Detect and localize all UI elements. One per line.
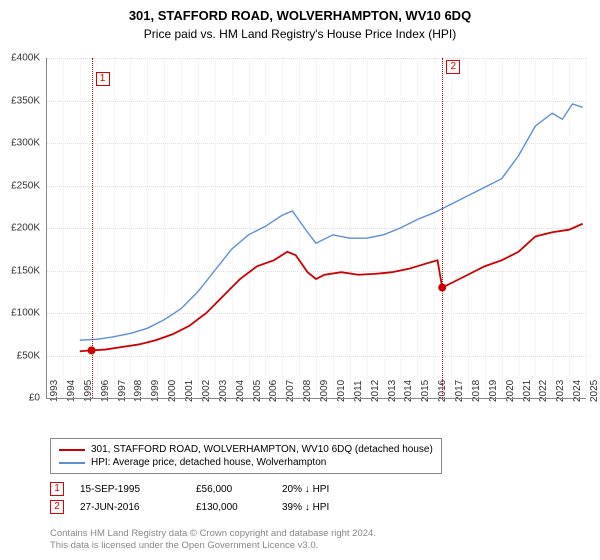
sale-price: £56,000 [196, 484, 266, 495]
event-line-2 [442, 58, 443, 398]
footer-attribution: Contains HM Land Registry data © Crown c… [50, 528, 376, 553]
sale-row-box: 2 [50, 500, 64, 514]
sale-row: 2 27-JUN-2016 £130,000 39% ↓ HPI [50, 498, 372, 516]
y-axis-label: £50K [0, 350, 40, 361]
legend-row: 301, STAFFORD ROAD, WOLVERHAMPTON, WV10 … [59, 443, 433, 456]
y-axis-label: £300K [0, 138, 40, 149]
chart-container: 301, STAFFORD ROAD, WOLVERHAMPTON, WV10 … [0, 0, 600, 560]
series-line-hpi [80, 104, 583, 340]
sale-diff: 20% ↓ HPI [282, 484, 372, 495]
sales-table: 1 15-SEP-1995 £56,000 20% ↓ HPI 2 27-JUN-2016… [50, 480, 372, 516]
y-axis-label: £200K [0, 223, 40, 234]
footer-line1: Contains HM Land Registry data © Crown c… [50, 528, 376, 540]
sale-date: 27-JUN-2016 [80, 502, 180, 513]
plot-svg [46, 58, 586, 398]
y-axis-label: £400K [0, 53, 40, 64]
footer-line2: This data is licensed under the Open Gov… [50, 540, 376, 552]
y-axis-label: £150K [0, 265, 40, 276]
legend: 301, STAFFORD ROAD, WOLVERHAMPTON, WV10 … [50, 438, 442, 474]
legend-swatch [59, 462, 85, 464]
event-box-1: 1 [96, 72, 110, 86]
chart-title: 301, STAFFORD ROAD, WOLVERHAMPTON, WV10 … [0, 0, 600, 23]
sale-row: 1 15-SEP-1995 £56,000 20% ↓ HPI [50, 480, 372, 498]
series-line-subject [80, 224, 583, 352]
y-axis-label: £250K [0, 180, 40, 191]
chart-area: £0£50K£100K£150K£200K£250K£300K£350K£400… [46, 58, 586, 398]
legend-swatch [59, 449, 85, 451]
grid-line-v [586, 58, 587, 398]
chart-subtitle: Price paid vs. HM Land Registry's House … [0, 23, 600, 41]
event-line-1 [92, 58, 93, 398]
y-axis-label: £350K [0, 95, 40, 106]
sale-date: 15-SEP-1995 [80, 484, 180, 495]
sale-row-box: 1 [50, 482, 64, 496]
sale-price: £130,000 [196, 502, 266, 513]
y-axis-label: £0 [0, 393, 40, 404]
event-box-2: 2 [446, 60, 460, 74]
legend-label: HPI: Average price, detached house, Wolv… [91, 457, 326, 468]
y-axis-label: £100K [0, 308, 40, 319]
legend-row: HPI: Average price, detached house, Wolv… [59, 456, 433, 469]
x-axis-line [46, 398, 586, 399]
sale-diff: 39% ↓ HPI [282, 502, 372, 513]
legend-label: 301, STAFFORD ROAD, WOLVERHAMPTON, WV10 … [91, 444, 433, 455]
x-axis-label: 2025 [589, 380, 600, 402]
